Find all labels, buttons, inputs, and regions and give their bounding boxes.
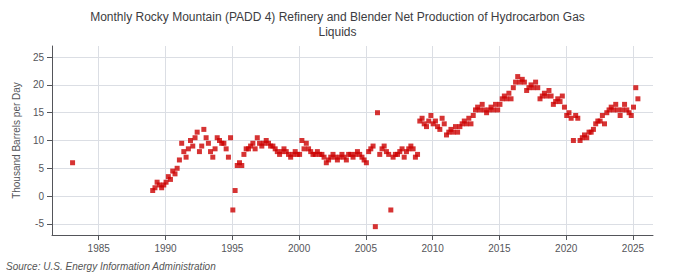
svg-text:Thousand Barrels per Day: Thousand Barrels per Day [11,82,22,199]
svg-text:-5: -5 [35,218,44,229]
svg-text:2020: 2020 [555,243,578,254]
svg-text:1995: 1995 [221,243,244,254]
svg-text:2010: 2010 [422,243,445,254]
svg-text:20: 20 [33,79,45,90]
svg-text:Source: U.S. Energy Informatio: Source: U.S. Energy Information Administ… [6,261,216,272]
svg-text:5: 5 [38,163,44,174]
svg-text:0: 0 [38,191,44,202]
svg-text:1990: 1990 [154,243,177,254]
svg-text:2000: 2000 [288,243,311,254]
svg-text:15: 15 [33,107,45,118]
svg-text:1985: 1985 [88,243,111,254]
svg-text:Liquids: Liquids [318,25,356,39]
svg-text:Monthly Rocky Mountain (PADD 4: Monthly Rocky Mountain (PADD 4) Refinery… [90,10,585,24]
svg-text:10: 10 [33,135,45,146]
svg-text:2025: 2025 [622,243,645,254]
svg-text:25: 25 [33,52,45,63]
svg-text:2005: 2005 [355,243,378,254]
svg-text:2015: 2015 [488,243,511,254]
